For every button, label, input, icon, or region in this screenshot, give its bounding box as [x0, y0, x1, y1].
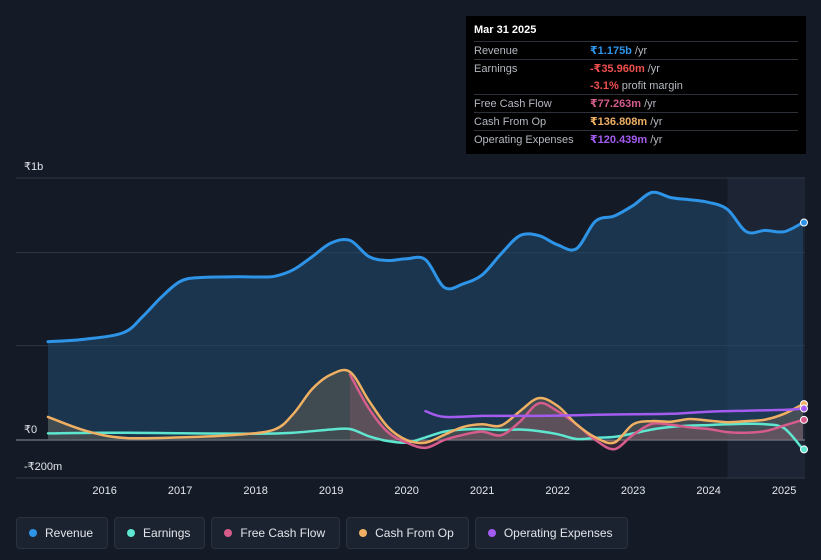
legend-dot-icon	[487, 529, 496, 537]
legend-item-revenue[interactable]: Revenue	[16, 517, 109, 549]
tooltip-value: ₹136.808m	[590, 116, 648, 128]
tooltip-unit: /yr	[650, 115, 663, 128]
cash-from-op-area	[48, 369, 803, 444]
legend-dot-icon	[29, 529, 37, 537]
x-tick-label: 2019	[319, 485, 343, 497]
tooltip-label: Free Cash Flow	[474, 97, 552, 110]
legend-label: Earnings	[143, 526, 191, 540]
legend-label: Free Cash Flow	[240, 526, 326, 540]
chart-legend: Revenue Earnings Free Cash Flow Cash Fro…	[16, 517, 634, 549]
data-tooltip: Mar 31 2025 Revenue ₹1.175b /yr Earnings…	[466, 16, 806, 154]
earnings-end-point	[800, 445, 808, 454]
tooltip-date: Mar 31 2025	[474, 24, 537, 36]
operating-expenses-line	[424, 407, 805, 419]
tooltip-value: -₹35.960m	[590, 63, 645, 75]
legend-dot-icon	[224, 529, 233, 537]
x-tick-label: 2023	[621, 485, 645, 497]
earnings-line	[46, 422, 805, 451]
operating-expenses-end-point	[800, 404, 808, 413]
tooltip-label: Revenue	[474, 44, 519, 57]
revenue-line	[46, 190, 805, 344]
x-tick-label: 2016	[92, 485, 116, 497]
tooltip-value: ₹1.175b	[590, 45, 632, 57]
legend-label: Cash From Op	[375, 526, 454, 540]
legend-item-free-cash-flow[interactable]: Free Cash Flow	[211, 517, 341, 549]
x-tick-label: 2017	[168, 485, 192, 497]
tooltip-row-profit-margin: -3.1% profit margin	[474, 77, 798, 94]
tooltip-value: ₹120.439m	[590, 134, 648, 146]
tooltip-label: Operating Expenses	[474, 133, 574, 146]
cash-from-op-line	[46, 368, 805, 445]
tooltip-unit: /yr	[647, 62, 660, 75]
tooltip-value: -3.1%	[590, 79, 619, 92]
tooltip-unit: profit margin	[621, 79, 683, 92]
legend-item-cash-from-op[interactable]: Cash From Op	[346, 517, 469, 549]
x-tick-label: 2018	[243, 485, 267, 497]
legend-item-earnings[interactable]: Earnings	[114, 517, 206, 549]
tooltip-value: ₹77.263m	[590, 98, 642, 110]
legend-dot-icon	[127, 529, 136, 537]
free-cash-flow-area	[350, 374, 803, 450]
y-tick-label: -₹200m	[24, 461, 62, 473]
tooltip-label: Earnings	[474, 62, 518, 75]
x-tick-label: 2022	[545, 485, 569, 497]
tooltip-row-earnings: Earnings -₹35.960m /yr	[474, 59, 798, 77]
tooltip-label: Cash From Op	[474, 115, 547, 128]
y-tick-label: ₹0	[24, 424, 37, 436]
revenue-end-point	[800, 218, 808, 227]
x-tick-label: 2024	[696, 485, 720, 497]
tooltip-row-operating-expenses: Operating Expenses ₹120.439m /yr	[474, 130, 798, 148]
revenue-area	[48, 192, 803, 440]
legend-dot-icon	[359, 529, 368, 537]
tooltip-unit: /yr	[644, 97, 657, 110]
y-tick-label: ₹1b	[24, 161, 43, 173]
tooltip-row-revenue: Revenue ₹1.175b /yr	[474, 41, 798, 59]
x-tick-label: 2020	[394, 485, 418, 497]
tooltip-unit: /yr	[634, 44, 648, 57]
tooltip-row-cash-from-op: Cash From Op ₹136.808m /yr	[474, 112, 798, 130]
financials-line-chart: ₹1b ₹0 -₹200m 2016 2017 2018 2019 2020 2021 2022…	[16, 161, 808, 497]
free-cash-flow-end-point	[800, 415, 808, 424]
legend-label: Operating Expenses	[503, 526, 613, 540]
x-tick-label: 2025	[772, 485, 796, 497]
tooltip-unit: /yr	[650, 133, 663, 146]
tooltip-row-free-cash-flow: Free Cash Flow ₹77.263m /yr	[474, 94, 798, 112]
legend-label: Revenue	[45, 526, 94, 540]
x-tick-label: 2021	[470, 485, 494, 497]
legend-item-operating-expenses[interactable]: Operating Expenses	[474, 517, 628, 549]
